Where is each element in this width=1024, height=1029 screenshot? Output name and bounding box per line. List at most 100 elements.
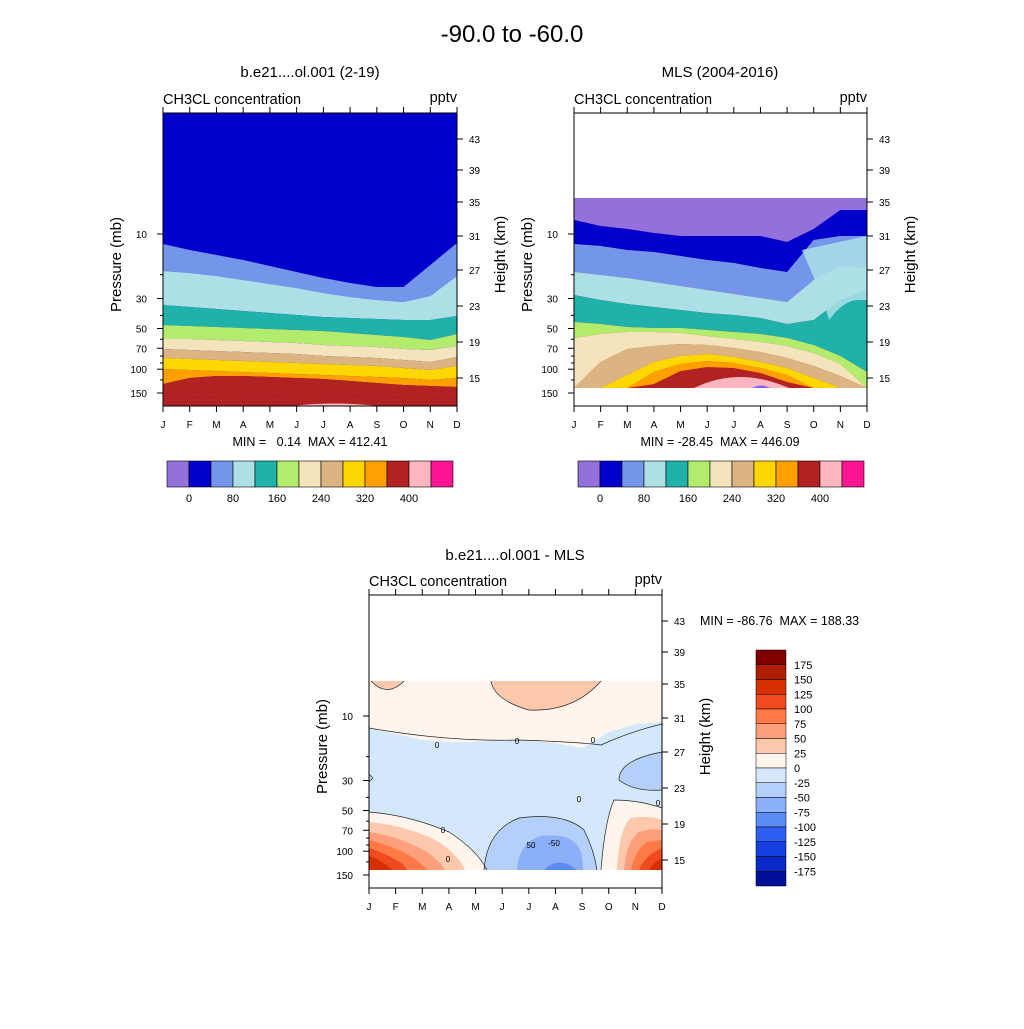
colorbar-label: 80 bbox=[638, 493, 650, 505]
contour-band bbox=[574, 344, 867, 388]
colorbar-swatch bbox=[755, 694, 787, 710]
colorbar-swatch bbox=[755, 708, 787, 724]
panel-title: b.e21....ol.001 - MLS bbox=[445, 547, 584, 564]
x-tick-label: J bbox=[161, 420, 166, 431]
x-tick-label: J bbox=[572, 420, 577, 431]
contour-band bbox=[544, 862, 577, 870]
x-tick-label: O bbox=[810, 420, 818, 431]
colorbar-swatch bbox=[709, 460, 733, 488]
y-tick-label: 100 bbox=[336, 847, 353, 858]
contour-band bbox=[369, 856, 393, 870]
colorbar-label: -175 bbox=[794, 866, 816, 878]
contour-band bbox=[163, 271, 457, 320]
height-tick-label: 27 bbox=[674, 748, 686, 759]
x-tick-label: M bbox=[471, 902, 479, 913]
panel-title: MLS (2004-2016) bbox=[662, 64, 779, 81]
colorbar-label: -125 bbox=[794, 837, 816, 849]
panel-left-label: CH3CL concentration bbox=[163, 92, 301, 108]
height-tick-label: 35 bbox=[879, 198, 891, 209]
contour-band bbox=[517, 835, 583, 870]
colorbar-label: 240 bbox=[723, 493, 741, 505]
x-tick-label: J bbox=[500, 902, 505, 913]
y-tick-label: 10 bbox=[342, 712, 354, 723]
y-tick-label: 10 bbox=[136, 230, 148, 241]
colorbar-swatch bbox=[599, 460, 623, 488]
x-tick-label: A bbox=[651, 420, 658, 431]
contour-band bbox=[649, 858, 662, 870]
colorbar-swatch bbox=[819, 460, 843, 488]
colorbar-label: -150 bbox=[794, 852, 816, 864]
height-tick-label: 39 bbox=[879, 166, 891, 177]
colorbar-swatch bbox=[755, 782, 787, 798]
x-tick-label: F bbox=[187, 420, 193, 431]
contour-band bbox=[369, 681, 662, 748]
colorbar-label: 0 bbox=[794, 763, 800, 775]
contour-line bbox=[368, 723, 663, 746]
colorbar-label: 320 bbox=[767, 493, 785, 505]
y-tick-label: 50 bbox=[136, 324, 148, 335]
colorbar-label: -50 bbox=[794, 793, 810, 805]
colorbar-swatch bbox=[320, 460, 344, 488]
contour-line bbox=[618, 751, 663, 791]
colorbar-label: 25 bbox=[794, 748, 806, 760]
y-tick-label: 30 bbox=[547, 295, 559, 306]
colorbar-swatch bbox=[408, 460, 432, 488]
x-tick-label: A bbox=[552, 902, 559, 913]
colorbar-label: 150 bbox=[794, 675, 812, 687]
contour-line bbox=[370, 680, 405, 690]
axes: J F M A M J J A S O N D1030507010015043393531272319… bbox=[314, 589, 714, 913]
contour-label: 0 bbox=[591, 736, 596, 745]
panel-model: b.e21....ol.001 (2-19) CH3CL concentrati… bbox=[108, 64, 509, 505]
contour-band bbox=[163, 358, 457, 380]
y-tick-label: 150 bbox=[130, 389, 147, 400]
height-tick-label: 31 bbox=[674, 714, 686, 725]
colorbar-swatch bbox=[276, 460, 300, 488]
colorbar-swatch bbox=[755, 812, 787, 828]
y-tick-label: 50 bbox=[342, 806, 354, 817]
x-tick-label: M bbox=[623, 420, 631, 431]
plot-frame bbox=[573, 112, 868, 407]
x-tick-label: A bbox=[446, 902, 453, 913]
contour-fills bbox=[574, 198, 867, 388]
colorbar-swatch bbox=[430, 460, 454, 488]
height-tick-label: 15 bbox=[469, 374, 481, 385]
height-tick-label: 27 bbox=[879, 266, 891, 277]
colorbar-swatch bbox=[232, 460, 256, 488]
x-tick-label: F bbox=[393, 902, 399, 913]
contour-band bbox=[574, 361, 867, 388]
colorbar-swatch bbox=[755, 679, 787, 695]
x-tick-label: J bbox=[731, 420, 736, 431]
colorbar-swatch bbox=[753, 460, 777, 488]
contour-band bbox=[163, 395, 457, 406]
contour-label: 50 bbox=[527, 841, 536, 850]
colorbar-label: 160 bbox=[268, 493, 286, 505]
contour-band bbox=[293, 403, 378, 406]
colorbar-swatch bbox=[755, 826, 787, 842]
x-tick-label: N bbox=[632, 902, 639, 913]
contour-band bbox=[163, 349, 457, 370]
height-tick-label: 31 bbox=[469, 232, 481, 243]
colorbar-swatch bbox=[841, 460, 865, 488]
panel-units: pptv bbox=[430, 90, 458, 106]
contour-band bbox=[752, 385, 770, 388]
height-tick-label: 15 bbox=[674, 856, 686, 867]
y-tick-label: 70 bbox=[547, 344, 559, 355]
colorbar-label: 400 bbox=[400, 493, 418, 505]
height-tick-label: 35 bbox=[674, 680, 686, 691]
contour-band bbox=[163, 339, 457, 362]
x-tick-label: F bbox=[598, 420, 604, 431]
contour-label: 0 bbox=[441, 826, 446, 835]
height-axis-title: Height (km) bbox=[492, 216, 509, 294]
axes: J F M A M J J A S O N D1030507010015043393531272319… bbox=[108, 107, 509, 431]
contour-band bbox=[163, 305, 457, 340]
plot-frame bbox=[162, 112, 458, 407]
colorbar-label: -100 bbox=[794, 822, 816, 834]
contour-label: 0 bbox=[435, 741, 440, 750]
contour-band bbox=[574, 210, 867, 272]
panel-units: pptv bbox=[840, 90, 868, 106]
contour-band bbox=[619, 752, 662, 791]
colorbar-swatch bbox=[755, 797, 787, 813]
contour-band bbox=[163, 243, 457, 302]
contour-label: 0 bbox=[577, 795, 582, 804]
